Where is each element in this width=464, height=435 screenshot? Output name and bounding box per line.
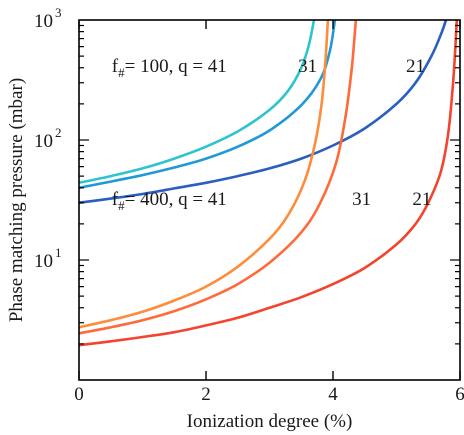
y-tick-label-1: 10 <box>34 131 53 152</box>
plot-frame <box>78 19 461 381</box>
x-tick-label-2: 4 <box>328 384 338 405</box>
series-line-2 <box>79 20 448 204</box>
x-tick-label-1: 2 <box>201 384 211 405</box>
curve-label-2: 21 <box>412 189 431 210</box>
series-line-4 <box>79 20 358 335</box>
y-tick-label-2: 10 <box>34 11 53 32</box>
series-line-5 <box>79 20 459 347</box>
y-tick-exp-0: 1 <box>55 245 62 260</box>
curve-label-0: 21 <box>406 56 425 77</box>
x-axis-label: Ionization degree (%) <box>187 411 353 432</box>
series-line-3 <box>79 20 330 329</box>
y-tick-label-0: 10 <box>34 251 53 272</box>
y-axis-label: Phase matching pressure (mbar) <box>6 78 27 322</box>
y-tick-exp-2: 3 <box>55 5 62 20</box>
series-line-0 <box>79 20 316 185</box>
curves-layer <box>79 20 459 347</box>
curve-label-1: 31 <box>298 56 317 77</box>
group-label-1: f#= 400, q = 41 <box>112 189 227 213</box>
y-tick-exp-1: 2 <box>55 125 62 140</box>
group-label-0: f#= 100, q = 41 <box>112 56 227 80</box>
curve-label-3: 31 <box>352 189 371 210</box>
x-tick-label-3: 6 <box>455 384 464 405</box>
series-line-1 <box>79 20 337 190</box>
ticks-layer <box>78 20 461 380</box>
x-tick-label-0: 0 <box>74 384 84 405</box>
annotations-layer: 21 31 21 31 f#= 100, q = 41 f#= 400, q = 41 <box>112 56 432 213</box>
